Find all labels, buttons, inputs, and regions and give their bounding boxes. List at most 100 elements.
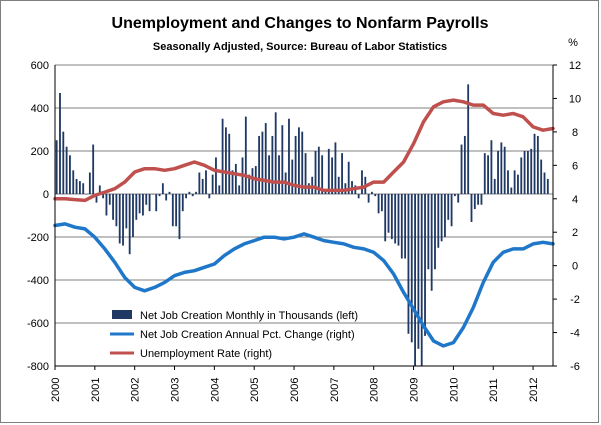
bar [517, 174, 519, 194]
bar [288, 118, 290, 194]
bar [201, 178, 204, 194]
right-tick-label: -4 [570, 328, 580, 340]
x-tick-label: 2006 [289, 378, 301, 402]
bar [72, 170, 75, 194]
bar [88, 172, 91, 194]
bar [397, 194, 400, 246]
bar [460, 144, 463, 194]
right-tick-label: 0 [572, 261, 578, 273]
bar [394, 194, 397, 244]
bar [92, 144, 95, 194]
bar [205, 170, 207, 194]
right-tick-label: 4 [572, 194, 578, 206]
bar [473, 194, 476, 210]
bar [102, 194, 105, 199]
bar [122, 194, 124, 246]
bar [145, 194, 148, 205]
bar [85, 194, 88, 195]
x-tick-label: 2004 [209, 378, 221, 402]
bar [503, 146, 506, 194]
bar [151, 194, 154, 195]
bar [331, 157, 334, 194]
bar [404, 194, 407, 259]
bar [105, 194, 108, 216]
bar [407, 194, 410, 334]
bar [377, 194, 380, 214]
bar [244, 116, 247, 194]
bar [523, 151, 526, 194]
bar [467, 84, 470, 194]
bar [543, 172, 546, 194]
bar [281, 125, 284, 194]
bar [211, 174, 214, 194]
bar [304, 153, 307, 194]
bar [128, 194, 131, 255]
bars-job-creation-monthly [55, 84, 549, 366]
x-tick-label: 2008 [369, 378, 381, 402]
bar [258, 135, 261, 194]
bar [155, 194, 158, 212]
bar [78, 181, 81, 194]
x-tick-label: 2003 [170, 378, 182, 402]
bar [195, 191, 197, 194]
bar [165, 194, 168, 201]
bar [158, 194, 161, 197]
bar [533, 133, 536, 194]
bar [168, 191, 171, 194]
bar [274, 112, 277, 194]
left-tick-label: 600 [31, 60, 49, 72]
bar [317, 146, 320, 194]
legend-swatch-bars [112, 310, 132, 319]
bar [62, 131, 65, 194]
bar [188, 191, 191, 194]
bar [417, 194, 420, 349]
bar [294, 135, 297, 194]
line-annual-pct-change [53, 222, 555, 348]
right-tick-label: -2 [570, 294, 580, 306]
bar [178, 194, 181, 240]
axes [54, 65, 554, 367]
bar [234, 163, 237, 194]
bar [69, 155, 71, 194]
bar [215, 157, 217, 194]
left-tick-label: -400 [27, 275, 49, 287]
right-tick-label: 6 [572, 160, 578, 172]
bar [513, 170, 516, 194]
left-axis-ticks: 600 400 200 0 -200 -400 -600 -800 [27, 60, 49, 373]
right-tick-label: 2 [572, 227, 578, 239]
x-tick-label: 2000 [50, 378, 62, 402]
line-unemployment-rate [53, 98, 555, 203]
legend-label-bars: Net Job Creation Monthly in Thousands (l… [140, 310, 358, 322]
bar [507, 170, 509, 194]
bar [361, 170, 363, 194]
bar [314, 151, 317, 194]
bar [477, 194, 480, 205]
bar [493, 178, 496, 194]
bar [424, 194, 426, 336]
bar [334, 142, 337, 194]
x-tick-label: 2010 [448, 378, 460, 402]
bar [487, 155, 489, 194]
bar [337, 176, 340, 194]
left-tick-label: 200 [31, 146, 49, 158]
bar [470, 194, 473, 222]
chart-subtitle: Seasonally Adjusted, Source: Bureau of L… [153, 41, 447, 53]
bar [191, 194, 194, 197]
x-tick-label: 2011 [488, 378, 500, 402]
bar [450, 194, 453, 227]
legend-label-annual-pct: Net Job Creation Annual Pct. Change (rig… [140, 329, 355, 341]
bar [453, 194, 456, 197]
left-tick-label: -600 [27, 318, 49, 330]
bar [540, 159, 543, 194]
bar [238, 185, 241, 194]
bar [298, 127, 300, 194]
bar [410, 194, 413, 343]
bar [371, 191, 373, 194]
bar [251, 168, 254, 194]
bar [171, 194, 174, 227]
bar [142, 194, 144, 216]
bar [198, 172, 201, 194]
bar [546, 178, 549, 194]
bar [497, 151, 499, 194]
